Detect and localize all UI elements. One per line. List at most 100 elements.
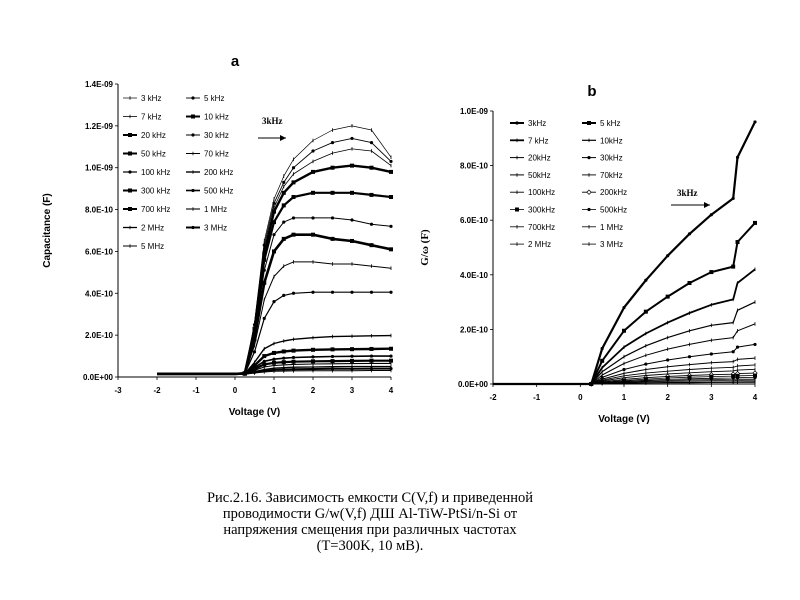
x-tick-label: 0: [578, 393, 583, 402]
data-point: [272, 350, 276, 355]
data-point: [262, 316, 266, 320]
legend-marker: [587, 121, 591, 125]
arrow-head-icon: [704, 202, 710, 208]
data-point: [291, 232, 296, 237]
legend-label: 300 kHz: [141, 187, 170, 196]
data-point: [330, 347, 335, 352]
data-point: [389, 169, 393, 174]
legend-label: 700kHz: [528, 223, 555, 232]
data-point: [369, 358, 374, 363]
data-point: [709, 374, 714, 379]
legend-label: 20kHz: [528, 154, 551, 163]
x-tick-label: 4: [753, 393, 758, 402]
legend-marker: [587, 207, 591, 212]
data-point: [311, 190, 315, 195]
legend-marker: [515, 121, 519, 125]
legend-label: 2 MHz: [528, 240, 551, 249]
data-point: [369, 141, 374, 145]
x-tick-label: 1: [622, 393, 627, 402]
data-point: [600, 346, 604, 351]
x-tick-label: 0: [233, 386, 238, 395]
legend-label: 200 kHz: [204, 168, 233, 177]
data-point: [282, 220, 286, 224]
legend-label: 3 MHz: [600, 240, 623, 249]
series-group: [157, 147, 392, 376]
legend-marker: [191, 133, 195, 137]
series-group: [157, 354, 393, 376]
series-line: [157, 191, 392, 375]
y-tick-label: 6.0E-10: [460, 216, 489, 225]
data-point: [389, 354, 393, 358]
x-tick-label: 1: [272, 386, 277, 395]
y-tick-label: 8.0E-10: [460, 162, 489, 171]
series-group: [157, 368, 392, 376]
data-point: [644, 362, 648, 366]
data-point: [687, 280, 692, 285]
data-point: [272, 209, 276, 214]
x-tick-label: 3: [350, 386, 355, 395]
panel-label: a: [231, 53, 240, 70]
series-line: [157, 370, 391, 375]
series-line: [157, 148, 392, 375]
data-point: [291, 180, 296, 185]
data-point: [350, 190, 354, 195]
legend-label: 20 kHz: [141, 131, 166, 140]
data-point: [622, 328, 626, 333]
data-point: [281, 190, 286, 195]
legend: 3 kHz 5 kHz 7 kHz 10 kHz 20 kHz 30 kHz 50 kHz 7…: [123, 94, 233, 251]
legend-marker: [586, 189, 592, 195]
legend-label: 700 kHz: [141, 205, 170, 214]
legend-label: 7 kHz: [141, 113, 161, 122]
data-point: [350, 358, 354, 363]
data-point: [731, 264, 736, 269]
data-point: [709, 213, 713, 217]
data-point: [252, 363, 257, 368]
y-tick-label: 2.0E-10: [85, 331, 114, 340]
data-point: [330, 290, 335, 294]
data-point: [687, 232, 692, 236]
data-point: [350, 347, 354, 352]
data-point: [350, 238, 354, 243]
y-tick-label: 1.0E-09: [85, 164, 114, 173]
capacitance-chart-panel-a: a -3 -2 -1 0 1 2 3 4 0.0E+00 2.0E-10 4.0E-10 6.0E-10…: [42, 53, 394, 418]
data-point: [644, 278, 648, 282]
data-point: [291, 195, 296, 200]
data-point: [330, 354, 335, 359]
data-point: [369, 165, 374, 170]
legend-label: 50kHz: [528, 171, 551, 180]
panel-label: b: [587, 83, 596, 100]
data-point: [291, 216, 296, 220]
data-point: [272, 300, 276, 304]
legend-label: 5 kHz: [600, 119, 620, 128]
legend-label: 500 kHz: [204, 187, 233, 196]
legend: 3kHz 5 kHz 7 kHz 10kHz 20kHz 30kHz 50kHz 70kHz 1…: [510, 119, 627, 249]
data-point: [262, 257, 267, 262]
data-point: [369, 354, 374, 358]
data-point: [735, 240, 740, 245]
data-point: [291, 166, 296, 170]
legend-marker: [191, 188, 195, 193]
x-tick-label: 3: [709, 393, 714, 402]
data-point: [282, 180, 286, 184]
data-point: [281, 349, 286, 354]
legend-label: 3 MHz: [204, 224, 227, 233]
data-point: [291, 348, 296, 353]
x-tick-label: -2: [489, 393, 497, 402]
data-point: [330, 236, 335, 241]
data-point: [389, 367, 393, 371]
x-axis-title: Voltage (V): [229, 407, 280, 418]
data-point: [687, 375, 692, 380]
legend-marker: [191, 96, 195, 100]
legend-label: 30kHz: [600, 154, 623, 163]
series-line: [157, 261, 392, 375]
data-point: [252, 350, 257, 354]
x-tick-label: 2: [311, 386, 316, 395]
legend-label: 200kHz: [600, 188, 627, 197]
data-point: [369, 243, 374, 248]
data-point: [350, 218, 354, 222]
data-point: [600, 358, 605, 363]
series-group: [157, 190, 393, 376]
legend-label: 70 kHz: [204, 150, 229, 159]
legend-label: 70kHz: [600, 171, 623, 180]
legend-label: 5 MHz: [141, 242, 164, 251]
